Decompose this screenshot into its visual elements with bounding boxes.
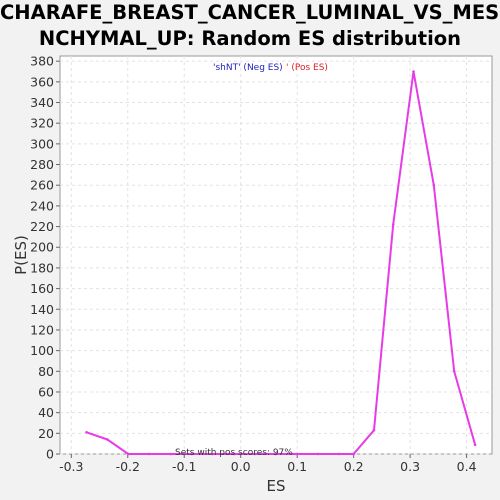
data-point	[211, 452, 214, 456]
y-tick-label: 140	[30, 302, 54, 317]
y-tick-label: 160	[30, 281, 54, 296]
data-point	[316, 452, 320, 456]
x-tick-label: -0.2	[116, 459, 140, 474]
series-group	[85, 70, 477, 456]
y-tick-label: 120	[30, 322, 54, 337]
y-tick-label: 280	[30, 157, 54, 172]
data-point	[452, 369, 456, 373]
chart-title-line-2: NCHYMAL_UP: Random ES distribution	[38, 27, 462, 50]
y-tick-label: 0	[46, 447, 54, 462]
x-tick-label: 0.4	[457, 459, 477, 474]
data-point	[473, 443, 477, 446]
y-tick-label: 300	[30, 136, 54, 151]
y-tick-label: 220	[30, 219, 54, 234]
y-tick-label: 100	[30, 343, 54, 358]
data-point	[372, 428, 376, 432]
y-axis-label: P(ES)	[12, 235, 30, 275]
y-tick-label: 380	[30, 54, 54, 69]
y-axis-ticks: 0 20 40 60 80 100 120 140 160 180 200 220 240 260 280 3…	[30, 54, 60, 462]
data-point	[190, 452, 193, 456]
y-tick-label: 200	[30, 240, 54, 255]
data-point	[232, 452, 236, 456]
data-point	[412, 70, 415, 73]
data-point	[127, 452, 130, 456]
plot-background	[59, 55, 493, 455]
y-tick-label: 360	[30, 74, 54, 89]
chart-title: CHARAFE_BREAST_CANCER_LUMINAL_VS_MESE NC…	[0, 0, 500, 52]
data-point	[391, 223, 395, 226]
grid-lines	[60, 56, 492, 455]
annotation-pos-scores: Sets with pos scores: 97%	[175, 448, 293, 458]
y-tick-label: 180	[30, 260, 54, 275]
data-point	[85, 430, 88, 434]
y-tick-label: 320	[30, 116, 54, 131]
x-tick-label: 0.3	[400, 459, 420, 474]
legend-entry-pos: ' (Pos ES)	[286, 63, 328, 73]
x-tick-label: 0.0	[231, 459, 251, 474]
series-line	[86, 70, 477, 455]
data-point	[337, 452, 341, 456]
chart-title-line-1: CHARAFE_BREAST_CANCER_LUMINAL_VS_MESE	[0, 1, 500, 24]
x-tick-label: 0.1	[287, 459, 307, 474]
data-point	[147, 452, 151, 456]
data-point	[432, 183, 436, 187]
y-tick-label: 80	[38, 364, 54, 379]
y-tick-label: 60	[38, 384, 54, 399]
x-tick-label: -0.1	[172, 459, 196, 474]
data-point	[169, 452, 172, 456]
x-axis-ticks: -0.3 -0.2 -0.1 0.0 0.1 0.2 0.3 0.4	[59, 454, 477, 474]
legend-entry-neg: 'shNT' (Neg ES)	[213, 63, 283, 73]
data-point	[253, 452, 257, 456]
y-tick-label: 240	[30, 198, 54, 213]
data-point	[274, 452, 278, 456]
y-tick-label: 340	[30, 95, 54, 110]
data-point	[352, 452, 355, 456]
x-tick-label: -0.3	[59, 459, 83, 474]
y-tick-label: 40	[38, 405, 54, 420]
y-tick-label: 260	[30, 178, 54, 193]
x-tick-label: 0.2	[344, 459, 364, 474]
data-point	[106, 438, 109, 441]
x-axis-label: ES	[267, 477, 286, 495]
data-point	[295, 452, 299, 456]
y-tick-label: 20	[38, 426, 54, 441]
